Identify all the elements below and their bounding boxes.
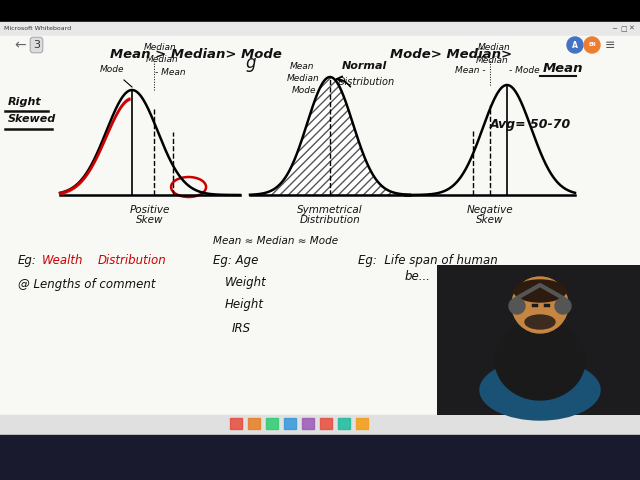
Text: Wealth: Wealth [42,254,83,267]
Text: Skew: Skew [136,215,164,225]
Text: Mean ≈ Median ≈ Mode: Mean ≈ Median ≈ Mode [213,236,338,246]
Ellipse shape [480,360,600,420]
Circle shape [512,277,568,333]
Text: Median: Median [478,43,511,52]
Text: Mean > Median> Mode: Mean > Median> Mode [110,48,282,61]
Circle shape [584,37,600,53]
Text: Mean: Mean [543,62,584,75]
Circle shape [555,298,571,314]
Text: Distribution: Distribution [300,215,360,225]
Text: Symmetrical: Symmetrical [297,205,363,215]
Text: @ Lengths of comment: @ Lengths of comment [18,278,156,291]
Text: Mode: Mode [292,86,317,95]
Text: Mode: Mode [100,65,125,74]
Text: ≡: ≡ [605,38,615,51]
Text: Right: Right [8,97,42,107]
Text: g: g [245,54,255,72]
Text: Positive: Positive [130,205,170,215]
Text: Eg:: Eg: [18,254,37,267]
Text: Median: Median [146,55,179,64]
Text: ✕: ✕ [628,26,634,32]
Ellipse shape [525,315,555,329]
Text: Normal: Normal [342,61,387,71]
FancyBboxPatch shape [437,265,640,415]
Text: Eg:  Life span of human: Eg: Life span of human [358,254,498,267]
Text: Distribution: Distribution [98,254,167,267]
Text: ←: ← [14,38,26,52]
Text: Median: Median [476,56,509,65]
Text: Avg= 50-70: Avg= 50-70 [490,118,572,131]
Text: - Mean: - Mean [155,68,186,77]
Text: - Mode: - Mode [509,66,540,75]
Text: □: □ [620,26,627,32]
Text: Median: Median [287,74,320,83]
Text: IRS: IRS [232,322,251,335]
Circle shape [567,37,583,53]
Text: Weight: Weight [225,276,267,289]
Text: ─: ─ [612,26,616,32]
Text: Distribution: Distribution [338,77,395,87]
Text: Median: Median [144,43,177,52]
Text: 3: 3 [33,40,40,50]
Text: EN: EN [588,43,596,48]
Text: Mode> Median>: Mode> Median> [390,48,512,61]
Text: Mean: Mean [290,62,314,71]
Text: Skew: Skew [476,215,504,225]
Text: A: A [572,40,578,49]
Text: be...: be... [405,270,431,283]
Text: Negative: Negative [467,205,513,215]
Text: Skewed: Skewed [8,114,56,124]
Circle shape [509,298,525,314]
Text: Height: Height [225,298,264,311]
Ellipse shape [495,320,585,400]
Text: Eg: Age: Eg: Age [213,254,259,267]
Text: Microsoft Whiteboard: Microsoft Whiteboard [4,26,71,32]
Text: Mean -: Mean - [455,66,486,75]
Ellipse shape [514,280,566,302]
